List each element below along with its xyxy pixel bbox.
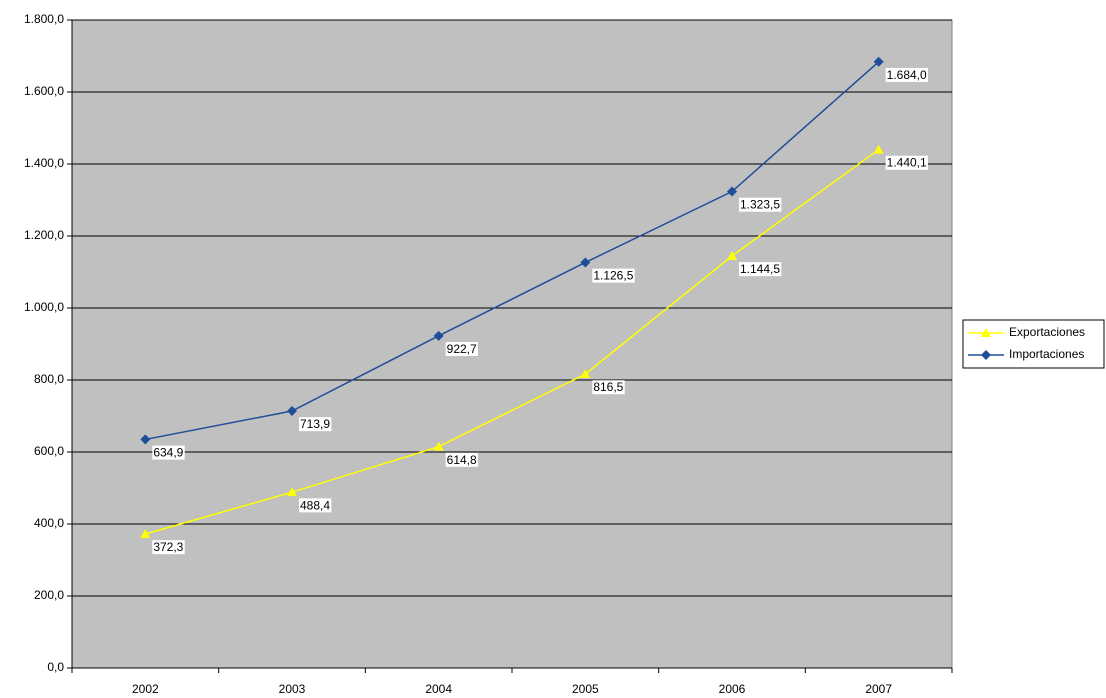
data-label: 816,5 <box>593 380 623 394</box>
data-label-bg <box>592 268 635 283</box>
point-marker <box>140 528 151 538</box>
point-marker <box>727 186 737 197</box>
y-tick-label: 1.200,0 <box>24 228 64 242</box>
y-tick-label: 800,0 <box>34 372 64 386</box>
y-tick-label: 1.400,0 <box>24 156 64 170</box>
point-marker <box>580 369 591 379</box>
point-marker <box>140 434 151 445</box>
data-label-bg <box>885 155 929 170</box>
y-tick-label: 200,0 <box>34 588 64 602</box>
y-tick-label: 1.600,0 <box>24 84 64 98</box>
point-marker <box>287 405 297 416</box>
legend-box <box>962 319 1105 369</box>
point-marker <box>873 144 884 154</box>
data-label: 488,4 <box>300 498 330 512</box>
legend-label: Exportaciones <box>1009 325 1085 339</box>
data-label: 634,9 <box>153 446 183 460</box>
point-marker <box>873 56 884 67</box>
data-label-bg <box>739 197 782 212</box>
data-label: 922,7 <box>447 342 477 356</box>
x-tick-label: 2007 <box>865 682 892 696</box>
y-tick-label: 0,0 <box>47 660 64 674</box>
data-label-bg <box>885 67 929 82</box>
data-label-bg <box>739 262 782 277</box>
data-label: 713,9 <box>300 417 330 431</box>
point-marker <box>433 330 444 341</box>
data-label-bg <box>152 540 185 555</box>
point-marker <box>433 441 444 451</box>
x-tick-label: 2005 <box>572 682 599 696</box>
data-label-bg <box>299 417 332 432</box>
data-label: 1.323,5 <box>740 198 780 212</box>
data-label: 1.126,5 <box>593 269 633 283</box>
data-label-bg <box>299 498 332 513</box>
legend-marker <box>981 350 991 360</box>
y-tick-label: 400,0 <box>34 516 64 530</box>
x-tick-label: 2002 <box>132 682 159 696</box>
x-tick-label: 2004 <box>425 682 452 696</box>
data-label: 1.684,0 <box>887 68 927 82</box>
plot-area <box>71 19 953 669</box>
legend-label: Importaciones <box>1009 347 1084 361</box>
y-tick-label: 600,0 <box>34 444 64 458</box>
data-label: 1.440,1 <box>887 156 927 170</box>
x-tick-label: 2006 <box>719 682 746 696</box>
series-line <box>145 61 880 441</box>
y-tick-label: 1.800,0 <box>24 12 64 26</box>
y-tick-label: 1.000,0 <box>24 300 64 314</box>
point-marker <box>727 250 737 260</box>
data-label-bg <box>445 452 479 467</box>
data-label: 372,3 <box>153 540 183 554</box>
series-line <box>145 148 880 535</box>
point-marker <box>287 487 297 497</box>
data-label: 614,8 <box>447 453 477 467</box>
point-marker <box>580 257 591 268</box>
data-label: 1.144,5 <box>740 262 780 276</box>
data-label-bg <box>592 380 625 395</box>
x-tick-label: 2003 <box>279 682 306 696</box>
data-label-bg <box>445 341 479 356</box>
data-label-bg <box>152 445 185 460</box>
legend-marker <box>981 328 991 337</box>
